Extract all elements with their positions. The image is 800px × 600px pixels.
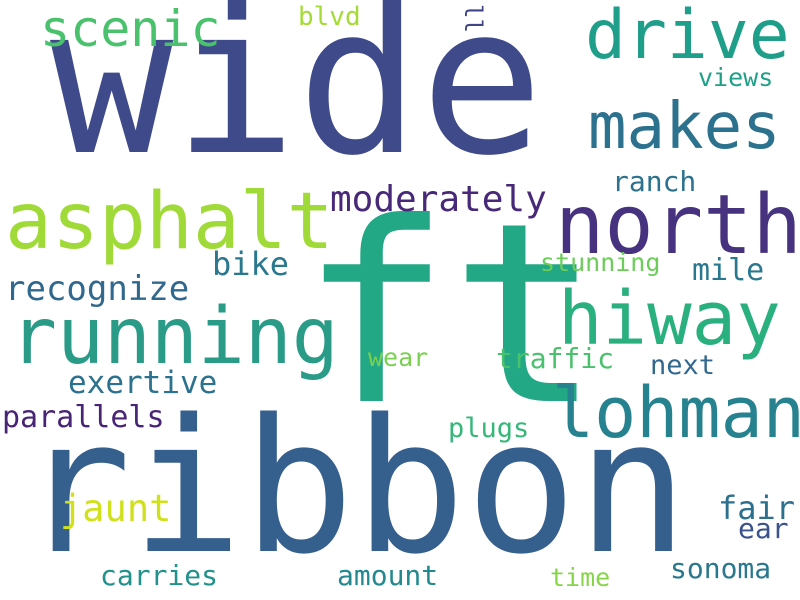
word-next: next — [650, 350, 716, 381]
word-wear: wear — [368, 343, 429, 372]
word-plugs: plugs — [448, 413, 530, 444]
word-parallels: parallels — [2, 400, 165, 435]
word-moderately: moderately — [330, 179, 547, 220]
word-sonoma: sonoma — [670, 552, 772, 585]
word-exertive: exertive — [68, 365, 218, 401]
word-scenic: scenic — [40, 0, 221, 58]
word-running: running — [10, 292, 339, 382]
word-bike: bike — [212, 245, 290, 283]
word-ft: ft — [300, 169, 602, 460]
word-views: views — [698, 63, 774, 92]
word-time: time — [550, 563, 611, 592]
word-recognize: recognize — [5, 269, 190, 309]
word-mile: mile — [692, 253, 765, 288]
word-fair: fair — [718, 489, 796, 527]
word-jaunt: jaunt — [60, 487, 172, 530]
word-ribbon: ribbon — [20, 379, 689, 595]
word-north: north — [555, 178, 800, 273]
word-blvd: blvd — [298, 2, 361, 32]
word-hiway: hiway — [558, 276, 781, 362]
word-ear: ear — [738, 512, 789, 545]
word-wide: wide — [50, 0, 544, 201]
word-stunning: stunning — [540, 248, 661, 277]
word-lohman: lohman — [552, 372, 800, 454]
word-ll: ll — [459, 4, 487, 33]
word-traffic: traffic — [496, 342, 615, 375]
word-carries: carries — [100, 559, 219, 592]
word-ranch: ranch — [612, 165, 697, 198]
word-makes: makes — [588, 90, 781, 164]
word-asphalt: asphalt — [5, 177, 334, 267]
word-drive: drive — [585, 0, 790, 75]
word-amount: amount — [337, 559, 439, 592]
